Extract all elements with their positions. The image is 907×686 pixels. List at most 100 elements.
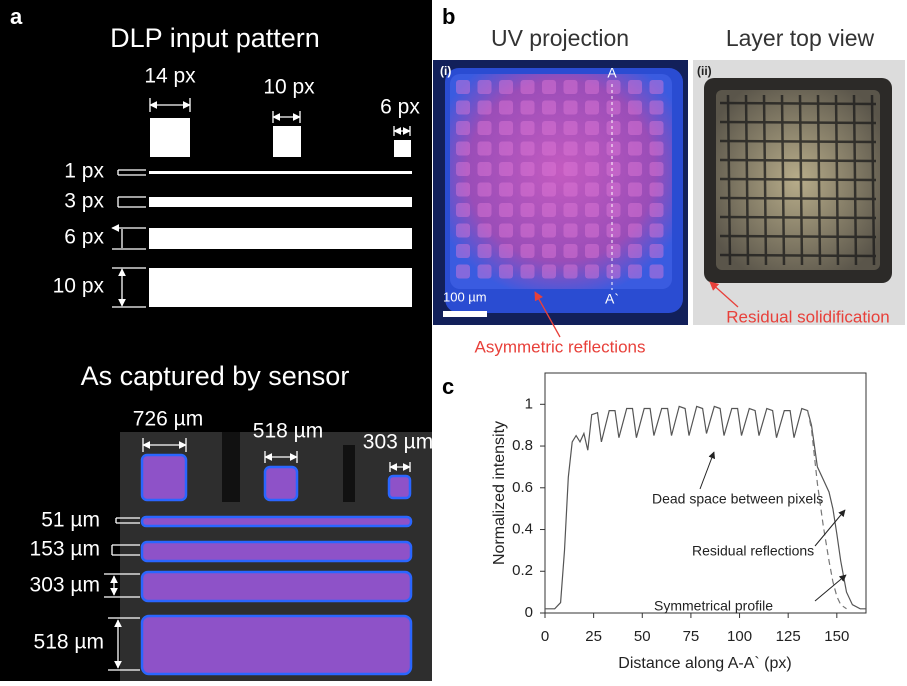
height-label: 303 µm (30, 574, 100, 597)
pixel-spot (499, 121, 513, 135)
x-tick-label: 75 (683, 628, 700, 645)
pixel-spot (542, 121, 556, 135)
page: a DLP input pattern 14 px 10 px 6 px 1 p… (0, 0, 907, 681)
pixel-spot (456, 203, 470, 217)
series-line (545, 406, 866, 608)
pixel-spot (650, 80, 664, 94)
pixel-spot (564, 142, 578, 156)
ridge (720, 103, 876, 104)
pixel-spot (456, 101, 470, 115)
x-tick-label: 100 (727, 628, 752, 645)
pixel-spot (585, 265, 599, 279)
pixel-spot (456, 244, 470, 258)
y-tick-label: 0.6 (512, 479, 533, 496)
pixel-spot (650, 244, 664, 258)
ridge (720, 198, 876, 199)
pixel-spot (456, 80, 470, 94)
pixel-spot (499, 224, 513, 238)
pixel-spot (478, 244, 492, 258)
pixel-spot (650, 101, 664, 115)
annotation: Residual reflections (692, 543, 814, 559)
width-label: 10 px (263, 76, 315, 99)
pixel-spot (478, 162, 492, 176)
pixel-spot (521, 142, 535, 156)
scale-bar-label: 100 µm (443, 289, 487, 304)
pixel-spot (650, 121, 664, 135)
x-tick-label: 25 (585, 628, 602, 645)
pixel-spot (628, 101, 642, 115)
image-title: UV projection (491, 25, 629, 51)
pixel-spot (499, 265, 513, 279)
pixel-spot (542, 80, 556, 94)
pixel-spot (585, 183, 599, 197)
height-label: 3 px (64, 190, 104, 213)
ridge (720, 236, 876, 237)
height-label: 518 µm (34, 631, 104, 654)
pixel-spot (564, 244, 578, 258)
scale-bar (443, 311, 487, 317)
annotation-arrow (815, 510, 845, 546)
annotation: Symmetrical profile (654, 598, 773, 614)
pixel-spot (607, 162, 621, 176)
pixel-spot (542, 142, 556, 156)
pixel-spot (607, 183, 621, 197)
y-tick-label: 0.4 (512, 520, 533, 537)
pixel-spot (564, 101, 578, 115)
pixel-spot (542, 265, 556, 279)
pixel-spot (564, 162, 578, 176)
pixel-spot (542, 203, 556, 217)
height-label: 153 µm (30, 538, 100, 561)
pixel-spot (521, 265, 535, 279)
panel-label: c (442, 374, 454, 399)
pixel-spot (607, 142, 621, 156)
y-tick-label: 0.2 (512, 562, 533, 579)
pixel-spot (628, 80, 642, 94)
pixel-spot (585, 80, 599, 94)
pixel-spot (607, 121, 621, 135)
pixel-spot (650, 265, 664, 279)
panel-title: DLP input pattern (110, 23, 320, 53)
pixel-spot (478, 142, 492, 156)
pixel-spot (499, 162, 513, 176)
pixel-spot (456, 142, 470, 156)
x-tick-label: 150 (824, 628, 849, 645)
pixel-spot (585, 203, 599, 217)
pixel-spot (564, 183, 578, 197)
ridge (720, 160, 876, 161)
pixel-spot (585, 101, 599, 115)
image-note: Asymmetric reflections (475, 337, 646, 356)
height-label: 1 px (64, 160, 104, 183)
pixel-spot (542, 224, 556, 238)
pixel-spot (628, 265, 642, 279)
pixel-spot (478, 183, 492, 197)
width-label: 14 px (144, 65, 196, 88)
pixel-spot (521, 203, 535, 217)
pixel-spot (607, 80, 621, 94)
image-note: Residual solidification (726, 307, 889, 326)
pixel-spot (478, 101, 492, 115)
ridge (720, 255, 876, 256)
pixel-spot (521, 80, 535, 94)
y-axis-label: Normalized intensity (491, 421, 508, 565)
pixel-spot (585, 224, 599, 238)
pixel-spot (456, 162, 470, 176)
pixel-spot (542, 162, 556, 176)
pixel-spot (456, 224, 470, 238)
pixel-spot (607, 203, 621, 217)
height-label: 6 px (64, 226, 104, 249)
section-label: A (607, 65, 617, 81)
pixel-spot (564, 80, 578, 94)
ridge (720, 179, 876, 180)
ridge (720, 122, 876, 123)
pixel-spot (521, 183, 535, 197)
pixel-spot (542, 244, 556, 258)
pixel-spot (607, 265, 621, 279)
pixel-spot (456, 265, 470, 279)
ridge (720, 141, 876, 142)
pixel-spot (542, 183, 556, 197)
section-label: A` (605, 291, 619, 307)
panel-label: a (10, 4, 23, 29)
pixel-spot (499, 80, 513, 94)
annotation-arrow (700, 452, 714, 489)
pixel-spot (564, 121, 578, 135)
